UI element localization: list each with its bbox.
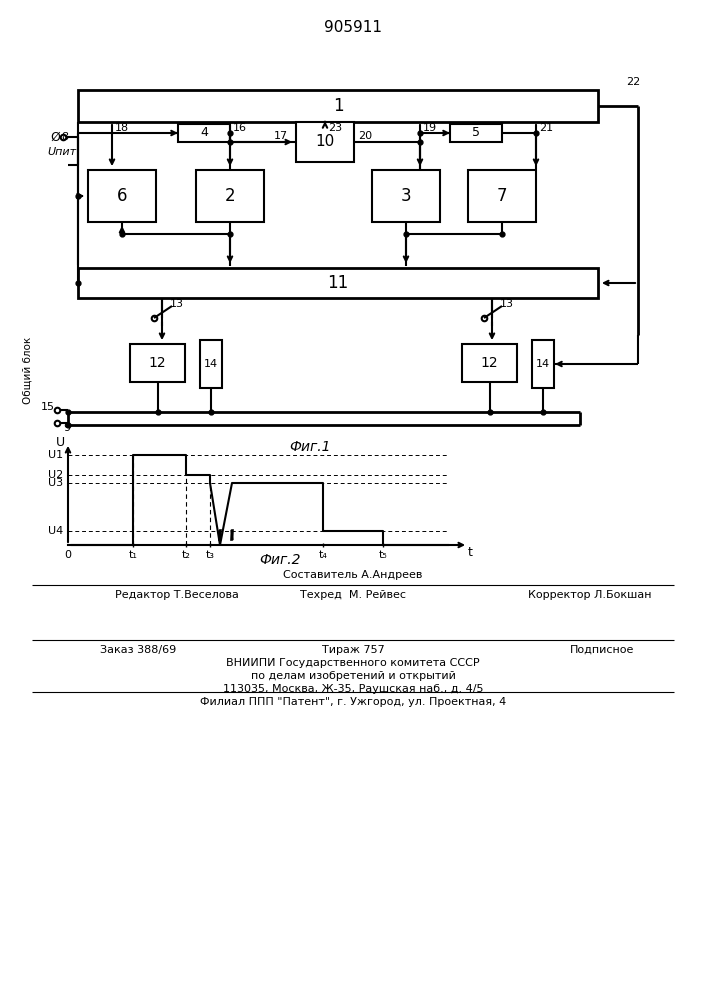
Text: U1: U1	[48, 450, 63, 460]
Text: Заказ 388/69: Заказ 388/69	[100, 645, 176, 655]
Text: 20: 20	[358, 131, 372, 141]
Text: 10: 10	[315, 134, 334, 149]
Text: 7: 7	[497, 187, 507, 205]
Bar	[78, 268, 598, 298]
Text: Фиг.2: Фиг.2	[259, 553, 300, 567]
Bar	[130, 344, 185, 382]
Text: Общий блок: Общий блок	[23, 336, 33, 404]
Bar	[450, 124, 502, 142]
Text: Филиал ППП "Патент", г. Ужгород, ул. Проектная, 4: Филиал ППП "Патент", г. Ужгород, ул. Про…	[200, 697, 506, 707]
Text: 13: 13	[170, 299, 184, 309]
Bar	[78, 90, 598, 122]
Bar	[178, 124, 230, 142]
Bar	[200, 340, 222, 388]
Text: Редактор Т.Веселова: Редактор Т.Веселова	[115, 590, 239, 600]
Text: 5: 5	[472, 126, 480, 139]
Text: 16: 16	[233, 123, 247, 133]
Text: 8: 8	[62, 132, 69, 142]
Text: 18: 18	[115, 123, 129, 133]
Text: Подписное: Подписное	[570, 645, 634, 655]
Text: 22: 22	[626, 77, 641, 87]
Bar	[468, 170, 536, 222]
Bar	[372, 170, 440, 222]
Text: 15: 15	[41, 402, 55, 412]
Text: 12: 12	[481, 356, 498, 370]
Text: 1: 1	[333, 97, 344, 115]
Bar	[296, 122, 354, 162]
Text: 12: 12	[148, 356, 166, 370]
Text: 13: 13	[500, 299, 514, 309]
Text: Корректор Л.Бокшан: Корректор Л.Бокшан	[528, 590, 652, 600]
Text: 4: 4	[200, 126, 208, 139]
Text: 2: 2	[225, 187, 235, 205]
Text: 19: 19	[423, 123, 437, 133]
Text: t₁: t₁	[129, 550, 137, 560]
Bar	[462, 344, 517, 382]
Text: 9: 9	[63, 423, 70, 433]
Text: 14: 14	[536, 359, 550, 369]
Text: t₃: t₃	[206, 550, 214, 560]
Bar	[196, 170, 264, 222]
Text: Тираж 757: Тираж 757	[322, 645, 385, 655]
Text: Ø: Ø	[50, 130, 60, 143]
Text: 11: 11	[327, 274, 349, 292]
Text: 21: 21	[539, 123, 553, 133]
Text: U2: U2	[48, 470, 63, 480]
Text: 17: 17	[274, 131, 288, 141]
Text: Uпит: Uпит	[47, 147, 76, 157]
Text: Фиг.1: Фиг.1	[289, 440, 331, 454]
Text: по делам изобретений и открытий: по делам изобретений и открытий	[250, 671, 455, 681]
Text: 905911: 905911	[324, 20, 382, 35]
Text: t₄: t₄	[319, 550, 327, 560]
Text: Составитель А.Андреев: Составитель А.Андреев	[284, 570, 423, 580]
Bar	[88, 170, 156, 222]
Text: 113035, Москва, Ж-35, Раушская наб., д. 4/5: 113035, Москва, Ж-35, Раушская наб., д. …	[223, 684, 484, 694]
Bar	[532, 340, 554, 388]
Text: 3: 3	[401, 187, 411, 205]
Text: U3: U3	[48, 478, 63, 488]
Text: t₅: t₅	[379, 550, 387, 560]
Text: 6: 6	[117, 187, 127, 205]
Text: U4: U4	[48, 526, 63, 536]
Text: 0: 0	[64, 550, 71, 560]
Text: 23: 23	[328, 123, 342, 133]
Text: t: t	[467, 546, 472, 560]
Text: t₂: t₂	[182, 550, 190, 560]
Text: U: U	[55, 436, 64, 450]
Text: 14: 14	[204, 359, 218, 369]
Text: Техред  М. Рейвес: Техред М. Рейвес	[300, 590, 406, 600]
Text: ВНИИПИ Государственного комитета СССР: ВНИИПИ Государственного комитета СССР	[226, 658, 480, 668]
